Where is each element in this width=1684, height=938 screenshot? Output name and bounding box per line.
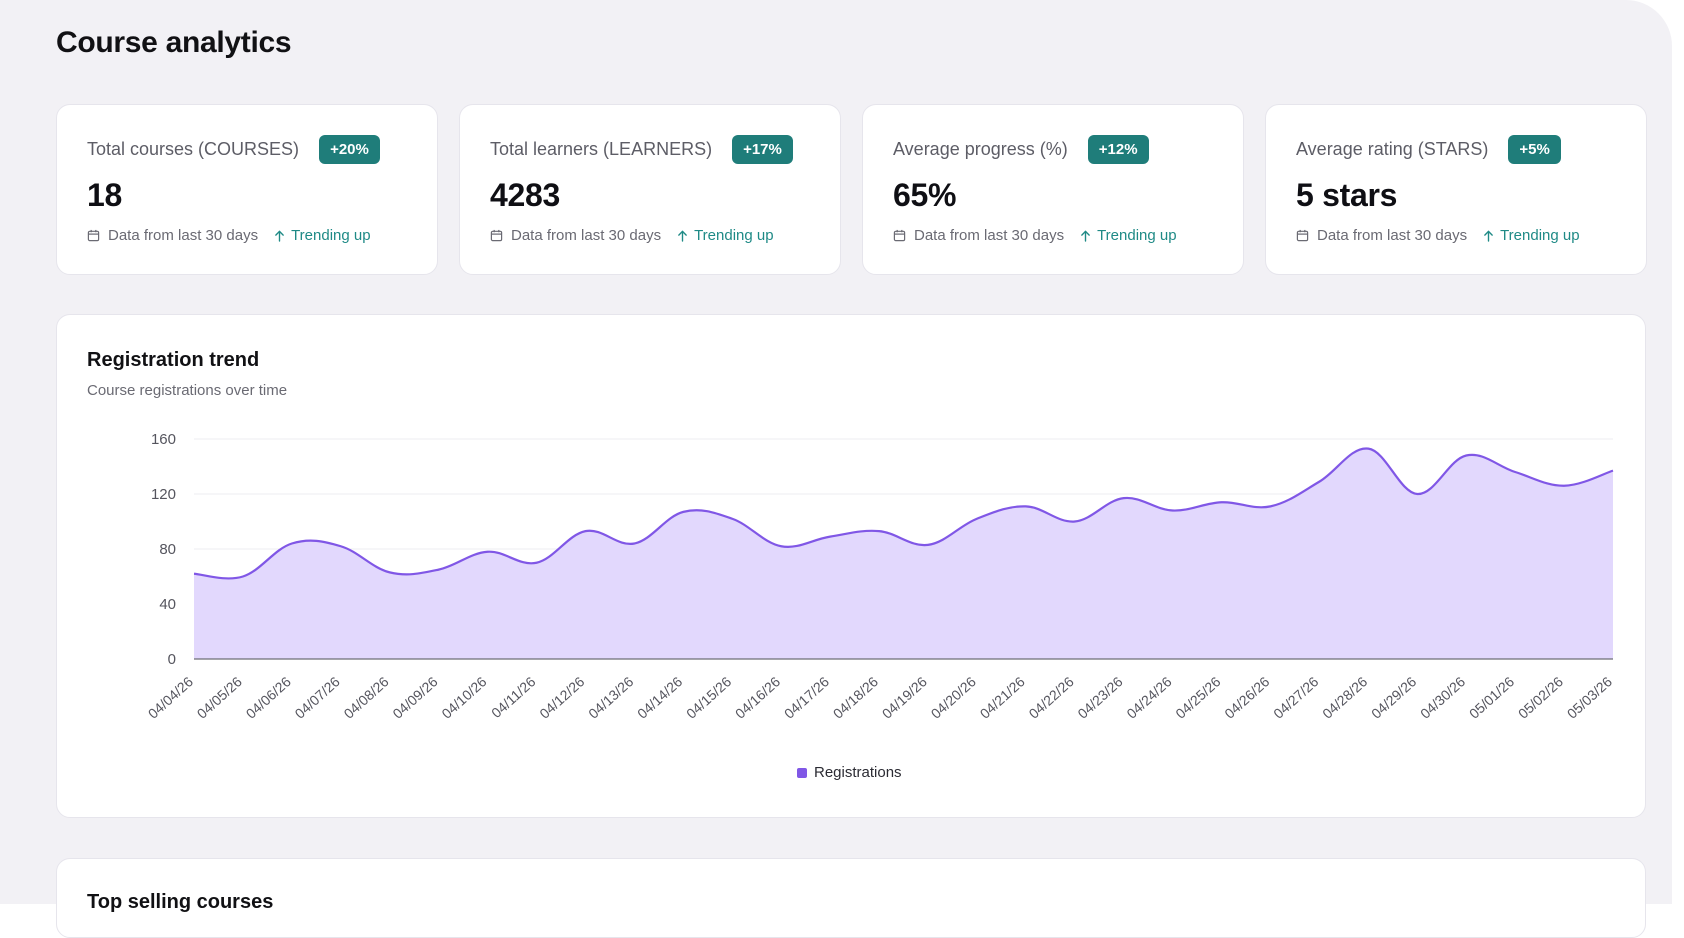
x-tick-label: 04/19/26 bbox=[879, 673, 930, 721]
footer-date-text: Data from last 30 days bbox=[108, 227, 259, 244]
top-selling-courses-card: Top selling courses bbox=[56, 858, 1646, 938]
stat-card-average-rating: Average rating (STARS) +5% 5 stars Data … bbox=[1265, 104, 1647, 275]
x-tick-label: 05/03/26 bbox=[1564, 673, 1615, 721]
stat-card-footer: Data from last 30 days Trending up bbox=[1296, 227, 1580, 244]
x-tick-label: 04/16/26 bbox=[732, 673, 783, 721]
legend-swatch bbox=[797, 767, 807, 778]
footer-date-text: Data from last 30 days bbox=[511, 227, 662, 244]
x-tick-label: 04/18/26 bbox=[830, 673, 881, 721]
x-tick-label: 04/15/26 bbox=[683, 673, 734, 721]
chart-title: Registration trend bbox=[87, 349, 260, 371]
arrow-up-icon bbox=[1081, 230, 1090, 242]
stat-card-header: Total courses (COURSES) +20% bbox=[87, 135, 380, 164]
footer-trend-text: Trending up bbox=[1097, 227, 1177, 244]
stat-card-value: 65% bbox=[893, 177, 957, 213]
y-tick-label: 160 bbox=[151, 431, 176, 448]
stat-cards: Total courses (COURSES) +20% 18 Data fro… bbox=[56, 104, 1647, 275]
stat-card-value: 18 bbox=[87, 177, 122, 213]
arrow-up-icon bbox=[275, 230, 284, 242]
calendar-icon bbox=[1296, 229, 1309, 242]
stat-card-footer: Data from last 30 days Trending up bbox=[893, 227, 1177, 244]
x-tick-label: 04/04/26 bbox=[145, 673, 196, 721]
page-title: Course analytics bbox=[56, 26, 292, 59]
x-tick-label: 04/14/26 bbox=[634, 673, 685, 721]
x-tick-label: 04/13/26 bbox=[585, 673, 636, 721]
x-tick-label: 04/24/26 bbox=[1123, 673, 1174, 721]
change-badge: +17% bbox=[732, 135, 793, 164]
stat-card-value: 5 stars bbox=[1296, 177, 1398, 213]
x-tick-label: 04/23/26 bbox=[1074, 673, 1125, 721]
footer-trend-text: Trending up bbox=[291, 227, 371, 244]
stat-card-label: Total courses (COURSES) bbox=[87, 139, 300, 159]
arrow-up-icon bbox=[1484, 230, 1493, 242]
footer-date-text: Data from last 30 days bbox=[1317, 227, 1468, 244]
x-tick-label: 04/11/26 bbox=[488, 673, 539, 721]
footer-date: Data from last 30 days bbox=[490, 227, 661, 244]
x-tick-label: 04/30/26 bbox=[1417, 673, 1468, 721]
change-badge: +20% bbox=[319, 135, 380, 164]
footer-trend: Trending up bbox=[274, 227, 371, 244]
x-tick-label: 04/05/26 bbox=[194, 673, 245, 721]
stat-card-header: Average progress (%) +12% bbox=[893, 135, 1149, 164]
arrow-up-icon bbox=[678, 230, 687, 242]
footer-date: Data from last 30 days bbox=[87, 227, 258, 244]
registrations-area bbox=[194, 448, 1613, 659]
y-tick-label: 80 bbox=[159, 541, 176, 558]
stat-card-footer: Data from last 30 days Trending up bbox=[490, 227, 774, 244]
stat-card-total-courses: Total courses (COURSES) +20% 18 Data fro… bbox=[56, 104, 438, 275]
x-tick-label: 04/10/26 bbox=[438, 673, 489, 721]
x-tick-label: 04/17/26 bbox=[781, 673, 832, 721]
x-tick-label: 04/12/26 bbox=[536, 673, 587, 721]
x-tick-label: 04/27/26 bbox=[1270, 673, 1321, 721]
footer-trend-text: Trending up bbox=[694, 227, 774, 244]
registration-area-chart: 0 40 80 120 160 04/04/2604/05/2604/06/2604/07… bbox=[145, 431, 1615, 722]
x-tick-label: 05/02/26 bbox=[1515, 673, 1566, 721]
legend-label: Registrations bbox=[814, 764, 902, 781]
x-tick-label: 04/22/26 bbox=[1026, 673, 1077, 721]
calendar-icon bbox=[893, 229, 906, 242]
y-tick-label: 40 bbox=[159, 596, 176, 613]
stat-card-header: Average rating (STARS) +5% bbox=[1296, 135, 1561, 164]
stat-card-label: Average rating (STARS) bbox=[1296, 139, 1489, 159]
registrations-line bbox=[193, 447, 1614, 580]
x-tick-label: 04/28/26 bbox=[1319, 673, 1370, 721]
stat-card-value: 4283 bbox=[490, 177, 560, 213]
chart-legend[interactable]: Registrations bbox=[797, 764, 902, 781]
footer-trend: Trending up bbox=[1080, 227, 1177, 244]
change-badge: +5% bbox=[1508, 135, 1561, 164]
footer-trend: Trending up bbox=[1483, 227, 1580, 244]
stat-card-total-learners: Total learners (LEARNERS) +17% 4283 Data… bbox=[459, 104, 841, 275]
x-tick-label: 04/07/26 bbox=[292, 673, 343, 721]
x-tick-label: 05/01/26 bbox=[1466, 673, 1517, 721]
x-tick-label: 04/20/26 bbox=[928, 673, 979, 721]
x-tick-label: 04/09/26 bbox=[389, 673, 440, 721]
stat-card-average-progress: Average progress (%) +12% 65% Data from … bbox=[862, 104, 1244, 275]
section-title: Top selling courses bbox=[87, 891, 274, 913]
y-tick-label: 0 bbox=[168, 651, 176, 668]
x-tick-label: 04/26/26 bbox=[1221, 673, 1272, 721]
x-tick-label: 04/06/26 bbox=[243, 673, 294, 721]
stat-card-label: Total learners (LEARNERS) bbox=[490, 139, 713, 159]
change-badge: +12% bbox=[1087, 135, 1149, 164]
x-tick-label: 04/08/26 bbox=[341, 673, 392, 721]
footer-trend-text: Trending up bbox=[1500, 227, 1580, 244]
chart-subtitle: Course registrations over time bbox=[87, 382, 288, 399]
stat-card-header: Total learners (LEARNERS) +17% bbox=[490, 135, 793, 164]
stat-card-footer: Data from last 30 days Trending up bbox=[87, 227, 371, 244]
calendar-icon bbox=[490, 229, 503, 242]
x-tick-label: 04/29/26 bbox=[1368, 673, 1419, 721]
y-tick-label: 120 bbox=[151, 486, 176, 503]
footer-date: Data from last 30 days bbox=[893, 227, 1064, 244]
x-tick-label: 04/25/26 bbox=[1172, 673, 1223, 721]
footer-date: Data from last 30 days bbox=[1296, 227, 1467, 244]
stat-card-label: Average progress (%) bbox=[893, 139, 1068, 159]
footer-trend: Trending up bbox=[677, 227, 774, 244]
registration-trend-card: Registration trend Course registrations … bbox=[56, 314, 1646, 818]
x-tick-label: 04/21/26 bbox=[977, 673, 1028, 721]
footer-date-text: Data from last 30 days bbox=[914, 227, 1065, 244]
calendar-icon bbox=[87, 229, 100, 242]
